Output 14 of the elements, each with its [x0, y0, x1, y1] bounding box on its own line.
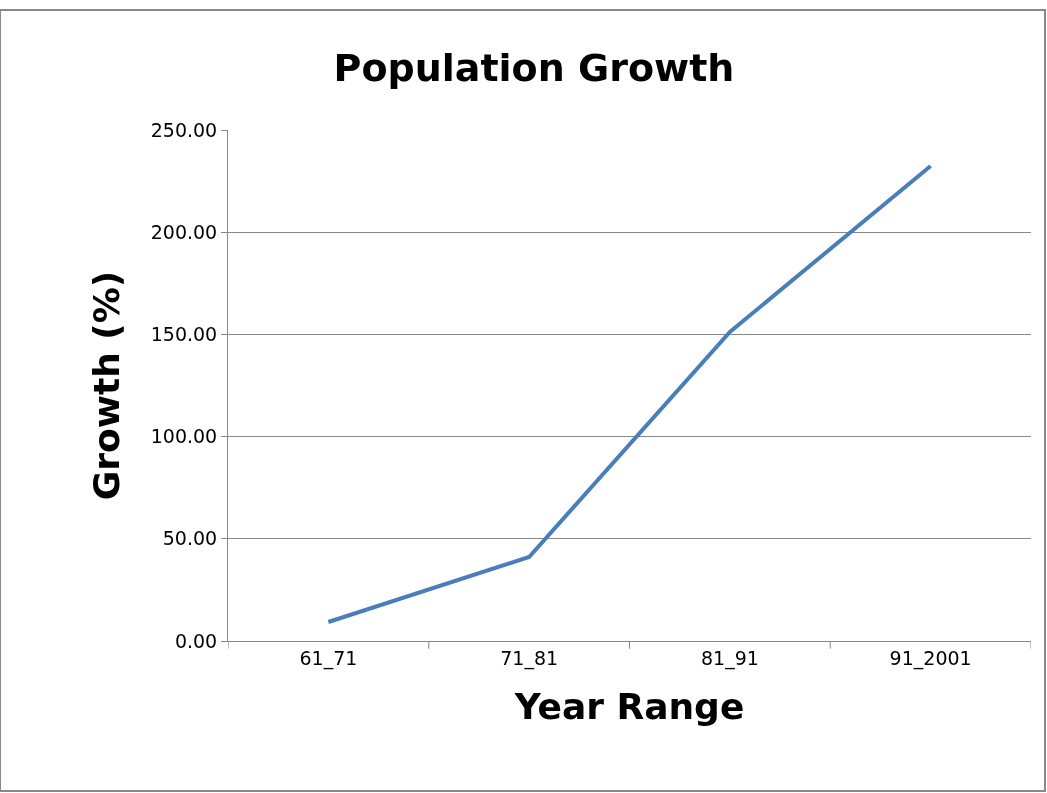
x-axis-title: Year Range — [513, 686, 745, 728]
x-tick-label: 91_2001 — [889, 646, 972, 670]
y-tick-label: 50.00 — [162, 527, 218, 550]
y-tick-label: 100.00 — [150, 425, 218, 448]
y-axis-title: Growth (%) — [85, 270, 127, 501]
x-tick-label: 81_91 — [700, 646, 759, 670]
y-tick-label: 200.00 — [150, 220, 218, 243]
x-tick-label: 61_71 — [299, 646, 358, 670]
line-series — [326, 163, 933, 624]
x-tick-label: 71_81 — [500, 646, 559, 670]
y-tick-label: 250.00 — [150, 118, 218, 141]
chart-title: Population Growth — [333, 45, 735, 90]
y-tick-label: 0.00 — [174, 629, 218, 652]
y-tick-label: 150.00 — [150, 323, 218, 346]
